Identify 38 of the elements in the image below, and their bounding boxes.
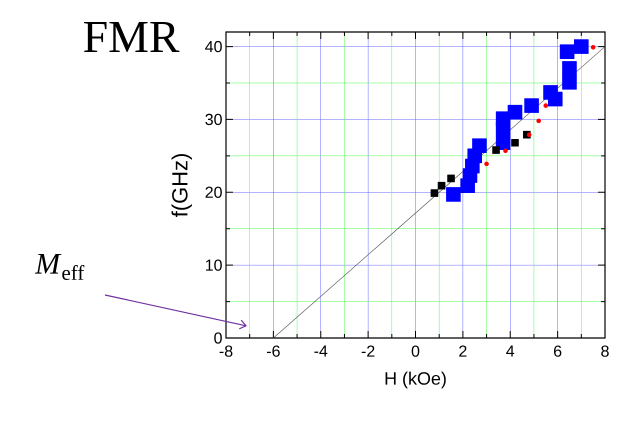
x-tick-label: 8 xyxy=(601,346,609,357)
chart-title: FMR xyxy=(84,22,180,52)
point xyxy=(590,45,596,50)
y-axis-title: f(GHz) xyxy=(172,154,192,217)
point xyxy=(536,118,541,124)
point xyxy=(508,104,522,120)
point xyxy=(446,187,461,202)
point xyxy=(503,148,508,154)
point xyxy=(548,92,563,106)
point xyxy=(562,61,577,76)
point xyxy=(574,39,589,54)
x-tick-label: 2 xyxy=(459,346,467,357)
text: M$_{eff}$ xyxy=(34,254,84,280)
x-tick-label: 0 xyxy=(412,346,420,357)
y-tick-label: 40 xyxy=(205,40,222,52)
x-tick-label: -2 xyxy=(362,346,374,357)
point xyxy=(511,138,519,147)
x-tick-label: -8 xyxy=(220,346,232,357)
x-tick-label: -4 xyxy=(314,346,328,356)
point xyxy=(438,182,446,190)
point xyxy=(430,189,438,197)
y-tick-label: 20 xyxy=(206,186,222,198)
point xyxy=(492,146,500,154)
point xyxy=(524,98,539,113)
point xyxy=(447,174,455,182)
point xyxy=(562,74,577,90)
point xyxy=(472,138,487,153)
x-tick-label: 4 xyxy=(506,346,514,356)
x-tick-label: -6 xyxy=(266,346,280,357)
point xyxy=(526,132,532,138)
point xyxy=(560,44,574,59)
x-axis-title: H (kOe) xyxy=(386,372,446,388)
y-tick-label: 10 xyxy=(206,260,222,271)
point xyxy=(543,103,548,108)
y-tick-label: 30 xyxy=(205,114,222,126)
point xyxy=(484,162,489,166)
x-tick-label: 6 xyxy=(554,346,562,357)
y-tick-label: 0 xyxy=(214,332,222,344)
